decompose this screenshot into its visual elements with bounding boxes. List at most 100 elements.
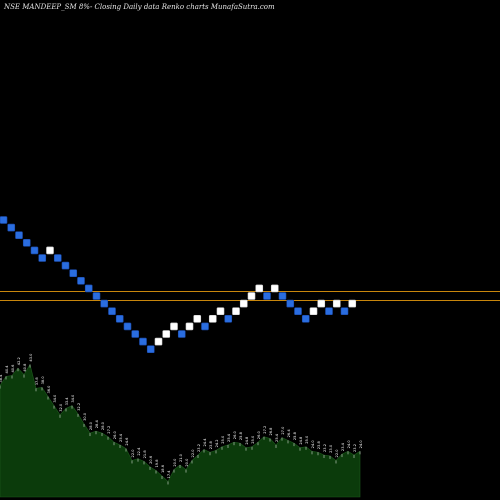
volume-label: 25.0 — [221, 435, 225, 444]
volume-label: 38.0 — [41, 376, 45, 385]
renko-brick-down — [263, 292, 271, 300]
renko-brick-down — [325, 307, 333, 316]
volume-label: 25.4 — [227, 433, 231, 442]
renko-brick-down — [61, 261, 70, 270]
renko-brick-up — [185, 322, 194, 331]
renko-brick-up — [317, 299, 326, 308]
volume-area — [0, 363, 361, 498]
renko-brick-down — [84, 284, 93, 293]
chart-title: NSE MANDEEP_SM 8%- Closing Daily data Re… — [4, 3, 275, 11]
renko-brick-down — [77, 276, 85, 285]
renko-brick-down — [38, 254, 47, 262]
volume-label: 23.4 — [341, 442, 345, 451]
renko-brick-up — [216, 307, 225, 316]
volume-label: 23.2 — [353, 444, 357, 452]
volume-label: 40.6 — [11, 364, 15, 373]
renko-brick-up — [162, 330, 171, 338]
renko-brick-up — [255, 284, 264, 293]
volume-label: 24.6 — [125, 437, 129, 446]
renko-brick-down — [92, 292, 101, 300]
volume-label: 36.0 — [47, 385, 51, 394]
volume-label: 28.0 — [89, 421, 93, 430]
renko-brick-down — [123, 322, 132, 331]
volume-label: 37.8 — [35, 377, 39, 386]
volume-label: 20.0 — [173, 458, 177, 467]
renko-brick-up — [309, 307, 318, 316]
volume-label: 26.4 — [287, 429, 291, 438]
volume-label: 20.0 — [185, 458, 189, 467]
volume-label: 25.4 — [275, 433, 279, 442]
volume-label: 27.2 — [107, 426, 111, 434]
volume-label: 43.0 — [29, 353, 33, 362]
volume-label: 24.8 — [245, 436, 249, 445]
volume-label: 22.0 — [131, 449, 135, 458]
volume-label: 42.2 — [17, 357, 21, 365]
volume-label: 20.6 — [149, 455, 153, 464]
volume-label: 25.0 — [251, 435, 255, 444]
renko-brick-down — [100, 299, 109, 308]
volume-label: 34.0 — [53, 394, 57, 403]
renko-brick-down — [7, 223, 16, 232]
volume-label: 33.4 — [65, 397, 69, 406]
renko-brick-up — [270, 284, 279, 293]
volume-label: 26.0 — [113, 430, 117, 439]
volume-label: 40.8 — [23, 363, 27, 372]
renko-brick-down — [294, 307, 302, 316]
renko-brick-down — [278, 292, 287, 300]
volume-label: 28.0 — [101, 421, 105, 430]
renko-brick-down — [22, 239, 31, 247]
volume-label: 22.0 — [335, 449, 339, 458]
volume-label: 24.4 — [203, 438, 207, 447]
renko-brick-down — [108, 307, 116, 316]
volume-label: 24.8 — [299, 436, 303, 445]
renko-brick-down — [30, 246, 39, 255]
volume-label: 30.0 — [83, 412, 87, 421]
volume-label: 27.2 — [263, 426, 267, 434]
renko-brick-down — [15, 231, 23, 239]
volume-label: 23.2 — [197, 444, 201, 452]
volume-label: 27.0 — [281, 426, 285, 435]
renko-brick-up — [348, 299, 357, 308]
volume-label: 32.2 — [77, 403, 81, 411]
renko-brick-down — [177, 330, 186, 338]
volume-label: 23.0 — [329, 444, 333, 453]
renko-brick-down — [146, 345, 155, 354]
volume-label: 26.0 — [233, 430, 237, 439]
volume-label: 22.4 — [137, 447, 141, 456]
volume-label: 24.0 — [347, 440, 351, 449]
renko-brick-down — [131, 330, 140, 338]
volume-label: 26.0 — [257, 430, 261, 439]
volume-label: 34.0 — [71, 394, 75, 403]
volume-label: 19.8 — [155, 459, 159, 468]
renko-brick-up — [208, 314, 217, 323]
renko-brick-down — [301, 314, 310, 323]
volume-label: 23.8 — [317, 441, 321, 450]
renko-brick-up — [193, 314, 202, 323]
volume-label: 38.4 — [0, 374, 3, 383]
volume-label: 18.6 — [161, 464, 165, 473]
renko-brick-down — [115, 314, 124, 323]
renko-brick-down — [340, 307, 349, 316]
volume-label: 17.4 — [167, 470, 171, 479]
volume-label: 23.2 — [323, 444, 327, 452]
renko-brick-down — [224, 314, 233, 323]
renko-brick-up — [154, 337, 163, 346]
renko-brick-up — [46, 246, 54, 255]
volume-label: 28.4 — [95, 420, 99, 429]
renko-brick-up — [239, 299, 248, 308]
volume-label: 25.8 — [293, 431, 297, 440]
volume-label: 26.8 — [269, 427, 273, 436]
renko-brick-down — [139, 337, 147, 346]
volume-label: 24.2 — [215, 439, 219, 447]
volume-label: 25.8 — [239, 431, 243, 440]
volume-label: 40.4 — [5, 365, 9, 374]
renko-brick-up — [332, 299, 341, 308]
renko-brick-down — [201, 322, 209, 331]
volume-label: 21.0 — [179, 453, 183, 462]
volume-label: 24.0 — [359, 440, 363, 449]
renko-brick-up — [170, 322, 178, 331]
volume-label: 32.0 — [59, 403, 63, 412]
volume-label: 23.8 — [209, 441, 213, 450]
renko-brick-up — [247, 292, 256, 300]
